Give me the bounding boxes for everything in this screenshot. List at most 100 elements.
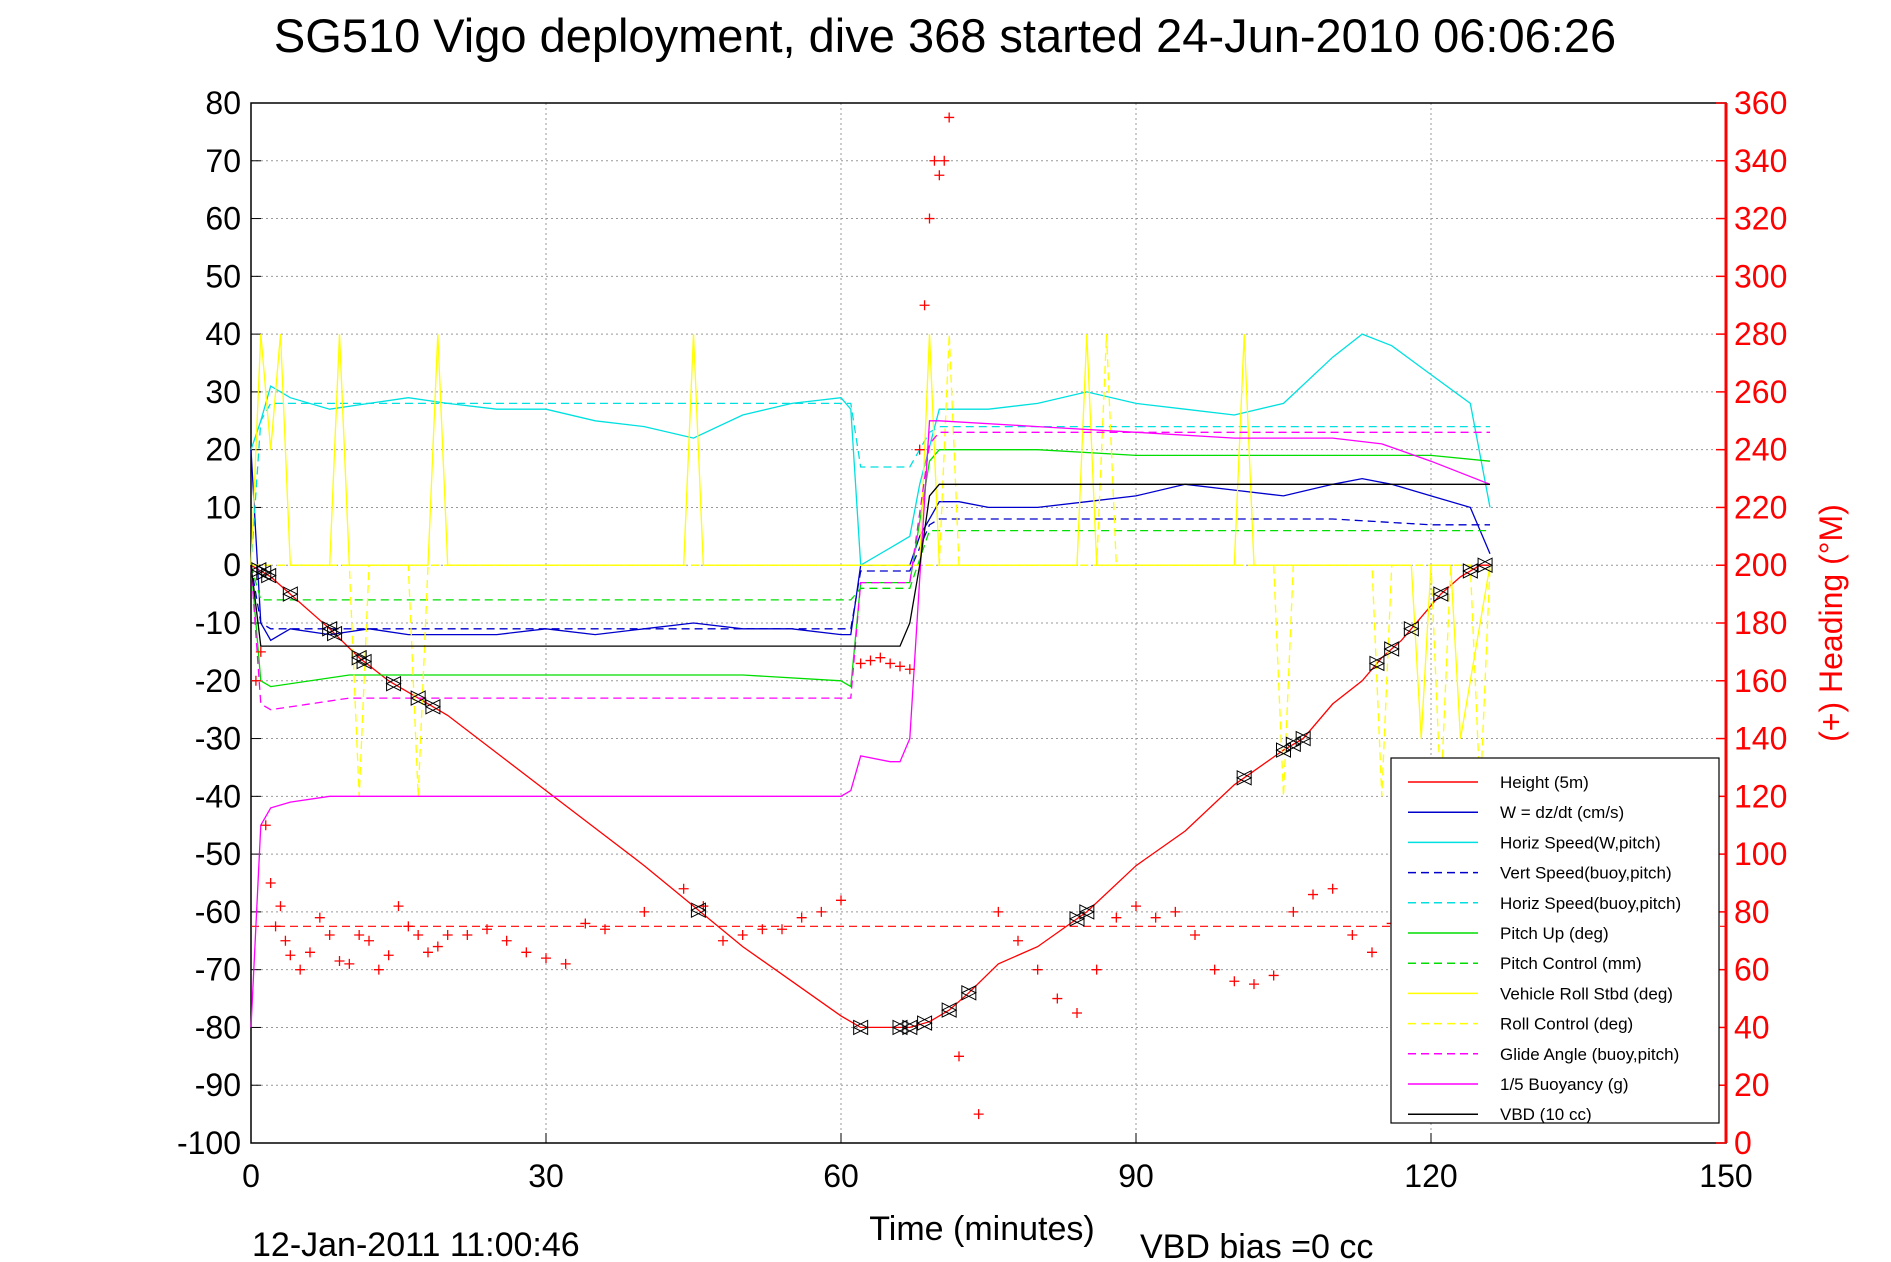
legend: Height (5m) W = dz/dt (cm/s) Horiz Speed(W…	[1390, 757, 1720, 1124]
heading-point	[1209, 964, 1220, 975]
heading-point	[255, 646, 266, 657]
footer-date: 12-Jan-2011 11:00:46	[252, 1226, 580, 1262]
heading-point	[944, 112, 955, 123]
heading-point	[1268, 970, 1279, 981]
heading-point	[1347, 930, 1358, 940]
heading-point	[855, 658, 866, 669]
heading-point	[929, 155, 940, 166]
heading-point	[875, 652, 886, 663]
heading-point	[924, 213, 935, 224]
heading-point	[482, 924, 492, 935]
heading-point	[1111, 912, 1122, 923]
triangle-marker	[941, 1002, 958, 1018]
y-left-tick-label: 60	[205, 201, 241, 237]
x-axis-ticks: 0 30 60 90 120 150	[242, 1158, 1753, 1194]
y-left-tick-label: -10	[195, 605, 241, 641]
heading-point	[816, 906, 827, 917]
triangle-markers	[250, 557, 1494, 1036]
y-right-tick-label: 100	[1734, 836, 1787, 872]
y-right-tick-label: 160	[1734, 663, 1787, 699]
heading-point	[919, 300, 930, 311]
y-left-tick-label: 70	[205, 143, 241, 179]
legend-label-0: Height (5m)	[1500, 773, 1589, 792]
heading-point	[423, 947, 433, 958]
heading-point	[501, 935, 512, 946]
heading-point	[462, 930, 473, 940]
heading-point	[865, 655, 876, 666]
heading-point	[796, 912, 807, 923]
y-left-tick-label: 40	[205, 316, 241, 352]
right-y-axis-label: (+) Heading (°M)	[1813, 504, 1849, 742]
heading-point	[639, 906, 650, 917]
series-line-11	[250, 483, 1490, 647]
heading-point	[973, 1109, 984, 1120]
heading-point	[1249, 979, 1259, 990]
y-right-tick-label: 300	[1734, 258, 1787, 294]
heading-point	[364, 935, 374, 946]
legend-label-3: Vert Speed(buoy,pitch)	[1500, 864, 1672, 883]
heading-point	[285, 950, 296, 961]
heading-point	[914, 444, 925, 455]
x-tick-label: 0	[242, 1158, 260, 1194]
heading-point	[280, 935, 291, 946]
heading-point	[1170, 906, 1181, 917]
chart-title: SG510 Vigo deployment, dive 368 started …	[274, 9, 1616, 62]
right-y-axis-ticks: 0 20 40 60 80 100 120 140 160 180 200 220 240 260 280 3…	[1734, 85, 1787, 1161]
y-left-tick-label: -30	[195, 721, 241, 757]
series-line-0	[250, 564, 1490, 1029]
series-line-6	[250, 529, 1490, 601]
triangle-marker	[351, 649, 368, 666]
heading-point	[934, 170, 945, 181]
triangle-marker	[260, 567, 277, 584]
y-right-tick-label: 340	[1734, 143, 1787, 179]
legend-label-9: Glide Angle (buoy,pitch)	[1500, 1045, 1679, 1064]
triangle-marker	[1078, 904, 1095, 920]
heading-point	[1308, 889, 1318, 900]
x-tick-label: 120	[1404, 1158, 1457, 1194]
legend-label-10: 1/5 Buoyancy (g)	[1500, 1075, 1629, 1094]
heading-point	[1013, 935, 1023, 946]
y-left-tick-label: 10	[205, 489, 241, 525]
legend-box	[1390, 757, 1720, 1124]
y-right-tick-label: 280	[1734, 316, 1787, 352]
y-left-tick-label: -60	[195, 894, 241, 930]
legend-label-7: Vehicle Roll Stbd (deg)	[1500, 984, 1673, 1003]
triangle-marker	[960, 984, 977, 1001]
heading-point	[344, 958, 355, 969]
heading-point	[250, 675, 261, 686]
heading-point	[836, 895, 846, 906]
triangle-marker	[1285, 736, 1302, 753]
heading-point	[895, 661, 905, 672]
data-series	[250, 333, 1726, 1029]
y-right-tick-label: 60	[1734, 952, 1770, 988]
triangle-marker	[1295, 730, 1312, 747]
y-right-tick-label: 220	[1734, 489, 1787, 525]
legend-label-8: Roll Control (deg)	[1500, 1015, 1633, 1034]
left-y-axis-ticks: -100-90-80-70-60-50-40-30-20-10010203040…	[177, 85, 241, 1161]
heading-point	[600, 924, 610, 935]
triangle-marker	[852, 1019, 869, 1036]
heading-point	[1032, 964, 1043, 975]
y-right-tick-label: 0	[1734, 1125, 1752, 1161]
heading-point	[383, 950, 394, 961]
heading-point	[324, 930, 335, 940]
y-left-tick-label: -20	[195, 663, 241, 699]
heading-point	[260, 820, 271, 831]
triangle-marker	[891, 1019, 909, 1036]
legend-label-11: VBD (10 cc)	[1500, 1105, 1592, 1124]
heading-point	[393, 901, 404, 912]
heading-point	[305, 947, 315, 958]
heading-point	[334, 956, 345, 966]
triangle-marker	[424, 698, 442, 715]
heading-point	[718, 935, 728, 946]
series-line-10	[250, 420, 1491, 1028]
y-left-tick-label: 0	[223, 547, 241, 583]
heading-point	[403, 921, 414, 932]
x-tick-label: 90	[1118, 1158, 1154, 1194]
heading-point	[1150, 912, 1161, 923]
heading-point	[1131, 901, 1141, 912]
heading-point	[295, 964, 306, 975]
y-right-tick-label: 120	[1734, 778, 1787, 814]
triangle-marker	[1462, 563, 1479, 579]
y-left-tick-label: -50	[195, 836, 241, 872]
